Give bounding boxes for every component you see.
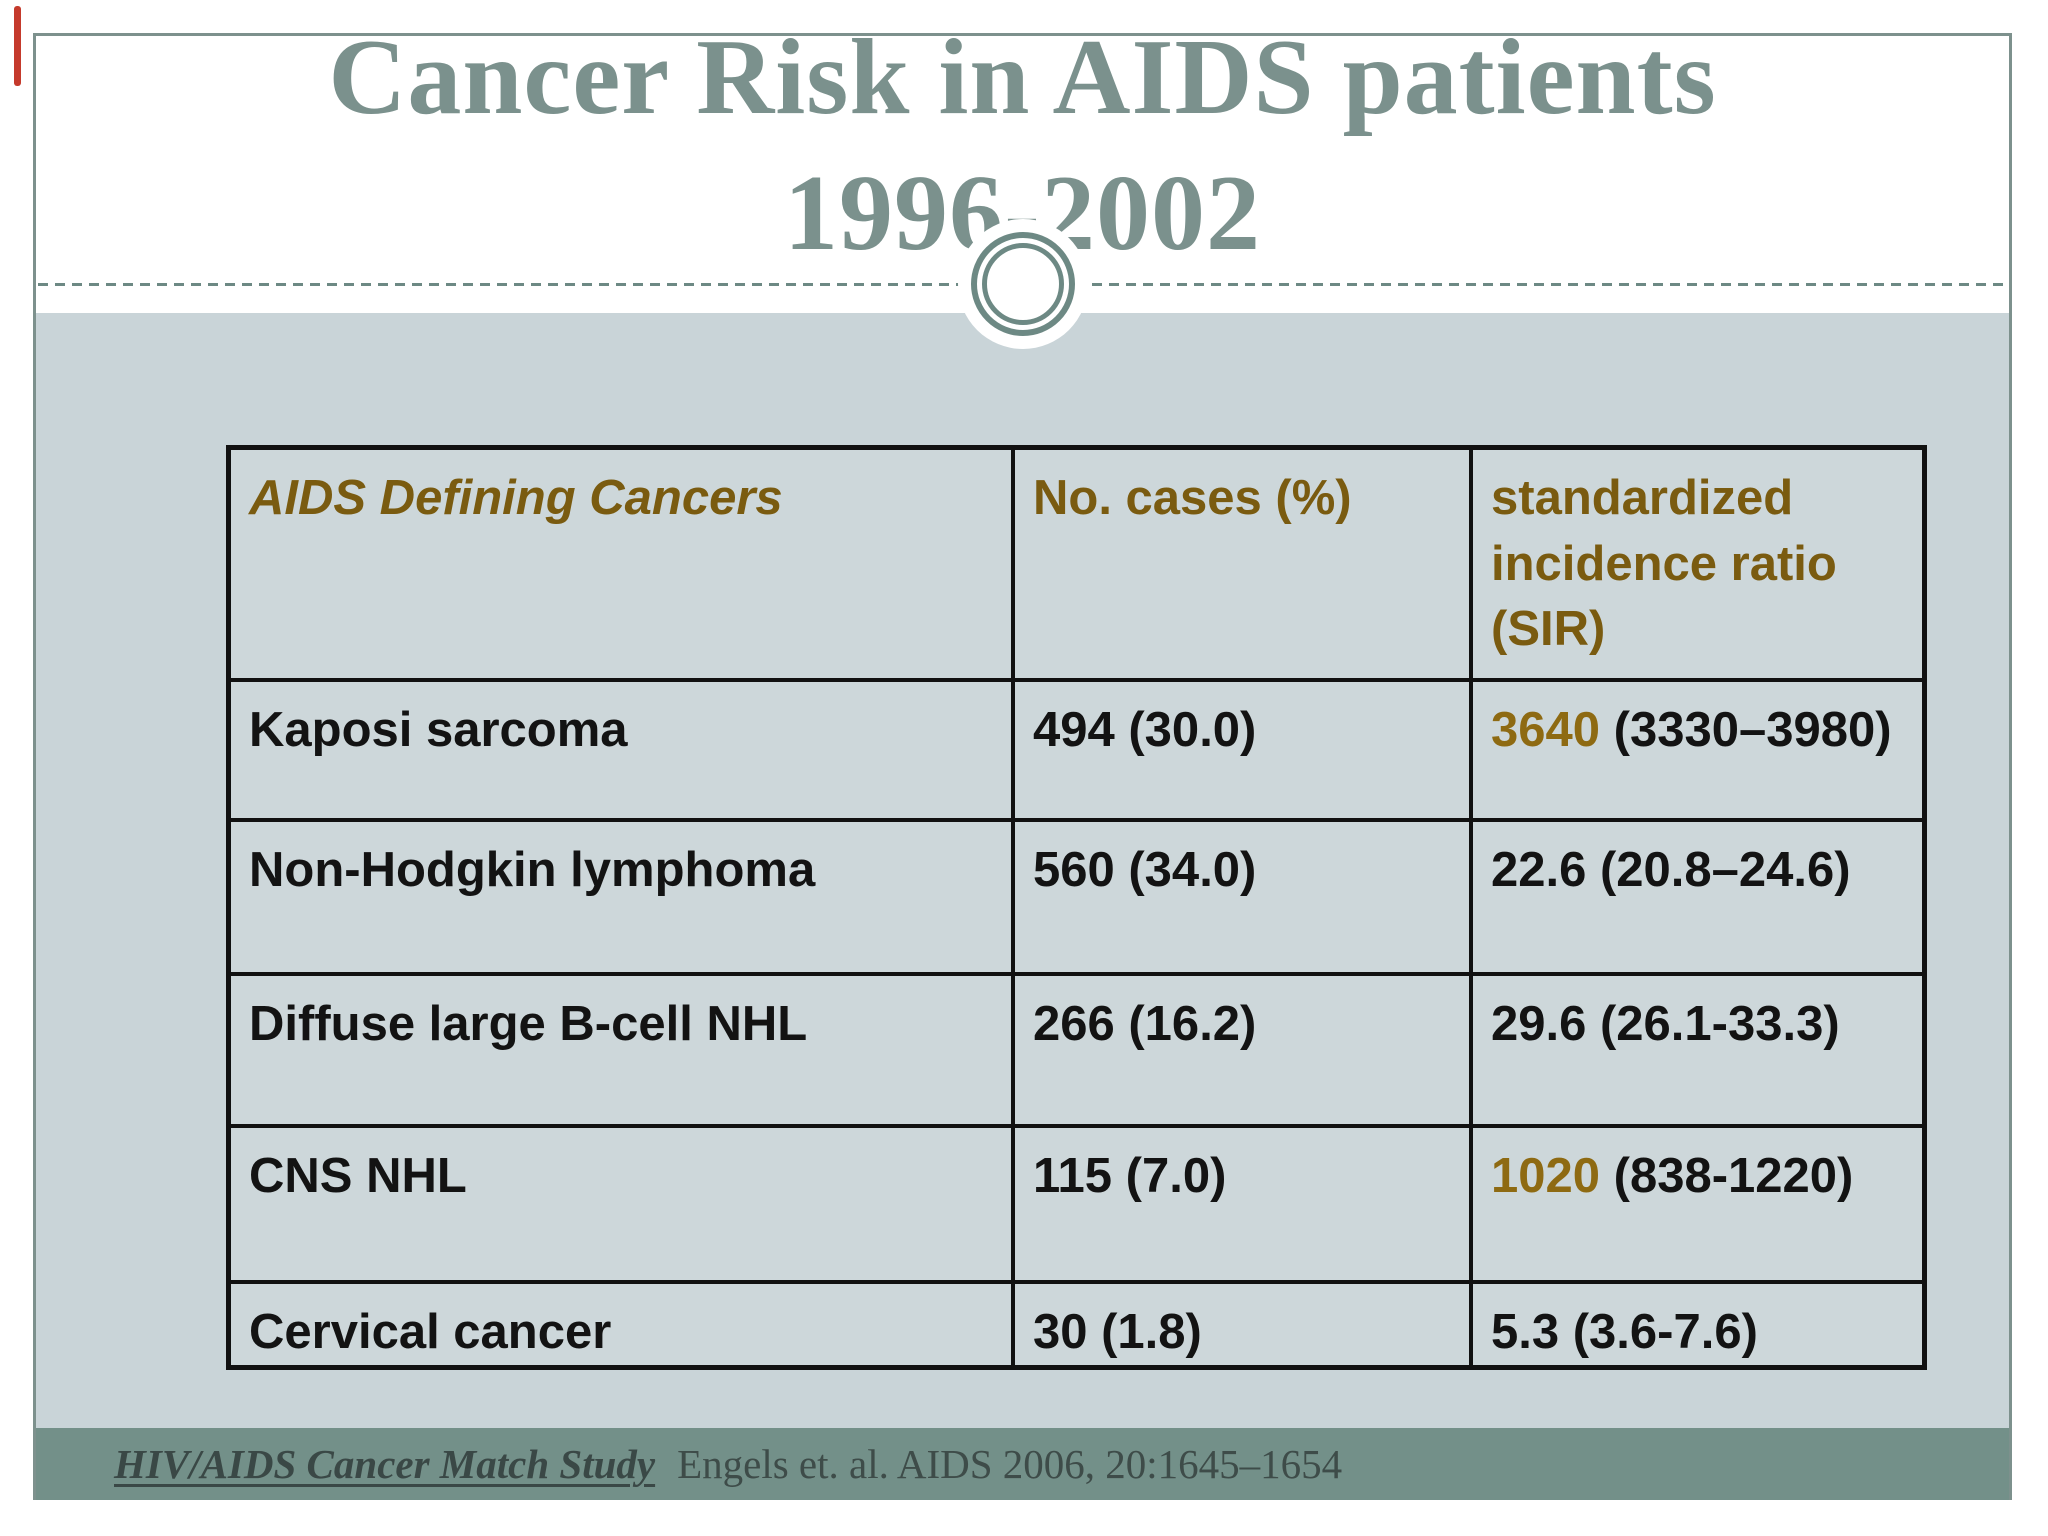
table-row: Kaposi sarcoma 494 (30.0) 3640 (3330–398… — [226, 677, 1927, 822]
header-aids-defining-cancers: AIDS Defining Cancers — [226, 445, 1015, 682]
red-accent-bar — [14, 6, 21, 86]
footer-citation: Engels et. al. AIDS 2006, 20:1645–1654 — [677, 1441, 1343, 1487]
header-no-cases: No. cases (%) — [1011, 445, 1473, 682]
sir-ci-value: 22.6 (20.8–24.6) — [1491, 842, 1851, 897]
cell-sir: 3640 (3330–3980) — [1469, 677, 1927, 822]
footer-bar: HIV/AIDS Cancer Match Study Engels et. a… — [36, 1428, 2009, 1500]
cell-cancer-name: Kaposi sarcoma — [226, 677, 1015, 822]
ornament-inner-ring-icon — [982, 243, 1064, 325]
slide-title-line1: Cancer Risk in AIDS patients — [328, 18, 1717, 137]
cell-cancer-name: Diffuse large B-cell NHL — [226, 971, 1015, 1128]
cell-cancer-name: Cervical cancer — [226, 1279, 1015, 1370]
cell-sir: 22.6 (20.8–24.6) — [1469, 817, 1927, 976]
sir-ci-value: (3330–3980) — [1600, 702, 1892, 757]
cell-cases: 266 (16.2) — [1011, 971, 1473, 1128]
ornament-outer-ring-icon — [971, 232, 1075, 336]
sir-highlight-value: 1020 — [1491, 1148, 1601, 1203]
cell-cancer-name: Non-Hodgkin lymphoma — [226, 817, 1015, 976]
cell-cases: 30 (1.8) — [1011, 1279, 1473, 1370]
footer-source-link[interactable]: HIV/AIDS Cancer Match Study — [114, 1441, 656, 1487]
cell-cases: 115 (7.0) — [1011, 1123, 1473, 1284]
table-row: Non-Hodgkin lymphoma 560 (34.0) 22.6 (20… — [226, 817, 1927, 976]
cell-sir: 1020 (838-1220) — [1469, 1123, 1927, 1284]
table-row: CNS NHL 115 (7.0) 1020 (838-1220) — [226, 1123, 1927, 1284]
table-row: Cervical cancer 30 (1.8) 5.3 (3.6-7.6) — [226, 1279, 1927, 1370]
cell-cases: 494 (30.0) — [1011, 677, 1473, 822]
sir-ci-value: 5.3 (3.6-7.6) — [1491, 1304, 1758, 1359]
header-sir: standardized incidence ratio (SIR) — [1469, 445, 1927, 682]
sir-ci-value: (838-1220) — [1600, 1148, 1854, 1203]
sir-ci-value: 29.6 (26.1-33.3) — [1491, 996, 1840, 1051]
cancer-risk-table: AIDS Defining Cancers No. cases (%) stan… — [226, 445, 1927, 1371]
cell-sir: 29.6 (26.1-33.3) — [1469, 971, 1927, 1128]
cell-cases: 560 (34.0) — [1011, 817, 1473, 976]
table-row: Diffuse large B-cell NHL 266 (16.2) 29.6… — [226, 971, 1927, 1128]
cell-cancer-name: CNS NHL — [226, 1123, 1015, 1284]
cancer-risk-table-container: AIDS Defining Cancers No. cases (%) stan… — [226, 445, 1927, 1371]
sir-highlight-value: 3640 — [1491, 702, 1601, 757]
cell-sir: 5.3 (3.6-7.6) — [1469, 1279, 1927, 1370]
table-header-row: AIDS Defining Cancers No. cases (%) stan… — [226, 445, 1927, 682]
